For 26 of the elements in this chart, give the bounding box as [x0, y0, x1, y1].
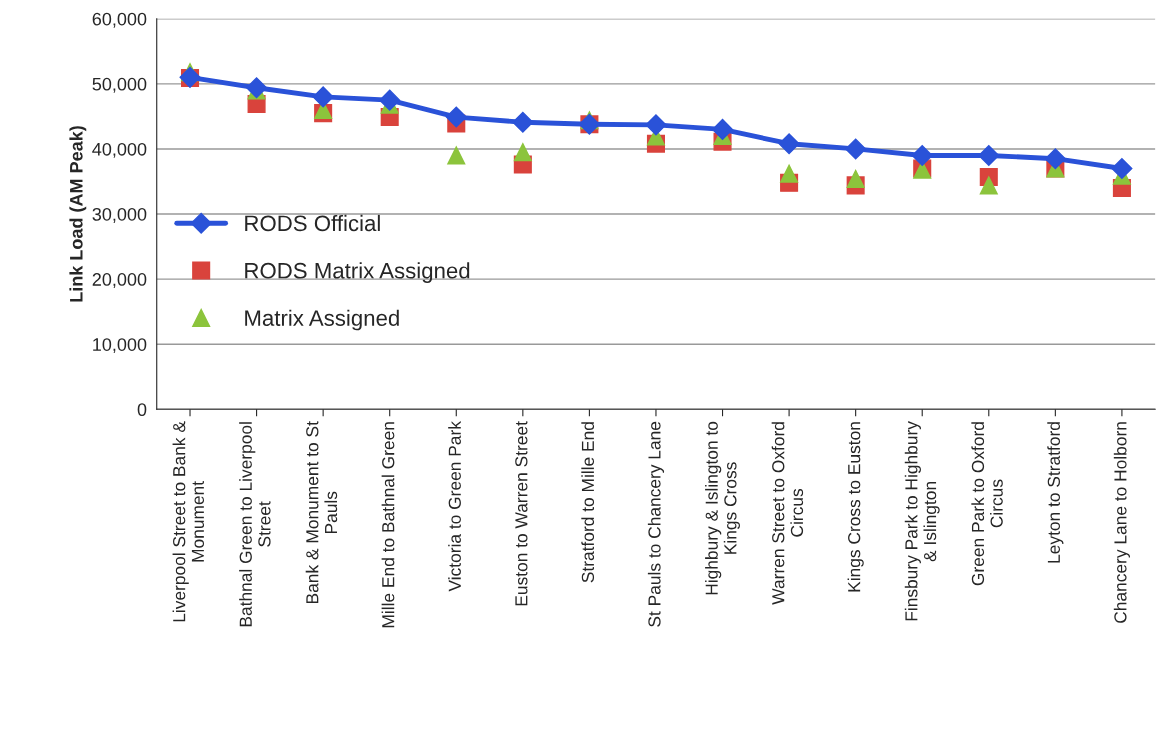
y-tick-label: 30,000	[92, 207, 147, 223]
x-tick-label: Chancery Lane to Holborn	[1113, 422, 1130, 623]
legend-label: RODS Matrix Assigned	[245, 262, 470, 283]
y-tick-label: 0	[137, 403, 147, 417]
y-tick-label: 60,000	[92, 12, 147, 28]
x-tick-label: Liverpool Street to Bank & Monument	[172, 421, 205, 622]
x-tick-label: Stratford to Mille End	[581, 422, 595, 583]
x-tick-label: St Pauls to Chancery Lane	[647, 421, 665, 627]
x-tick-label: Highbury & Islington to Kings Cross	[705, 421, 740, 595]
x-tick-label: Kings Cross to Euston	[847, 422, 864, 592]
x-tick-label: Leyton to Stratford	[1047, 422, 1064, 563]
y-tick-label: 50,000	[92, 77, 147, 93]
x-tick-label: Finsbury Park to Highbury & Islington	[904, 421, 940, 621]
y-tick-label: 10,000	[93, 338, 147, 354]
x-tick-label: Euston to Warren Street	[515, 421, 528, 606]
legend-label: RODS Official	[245, 214, 380, 232]
x-tick-label: Bank & Monument to St Pauls	[305, 421, 338, 604]
x-tick-label: Warren Street to Oxford Circus	[771, 422, 804, 605]
y-axis-title: Link Load (AM Peak)	[69, 126, 87, 302]
x-tick-label: Green Park to Oxford Circus	[971, 422, 1003, 586]
x-tick-label: Victoria to Green Park	[448, 421, 461, 592]
legend-label: Matrix Assigned	[245, 309, 399, 331]
y-tick-label: 20,000	[92, 273, 147, 288]
x-tick-label: Mille End to Bathnal Green	[381, 422, 395, 628]
y-tick-label: 40,000	[92, 142, 147, 158]
x-tick-label: Bathnal Green to Liverpool Street	[239, 422, 271, 627]
